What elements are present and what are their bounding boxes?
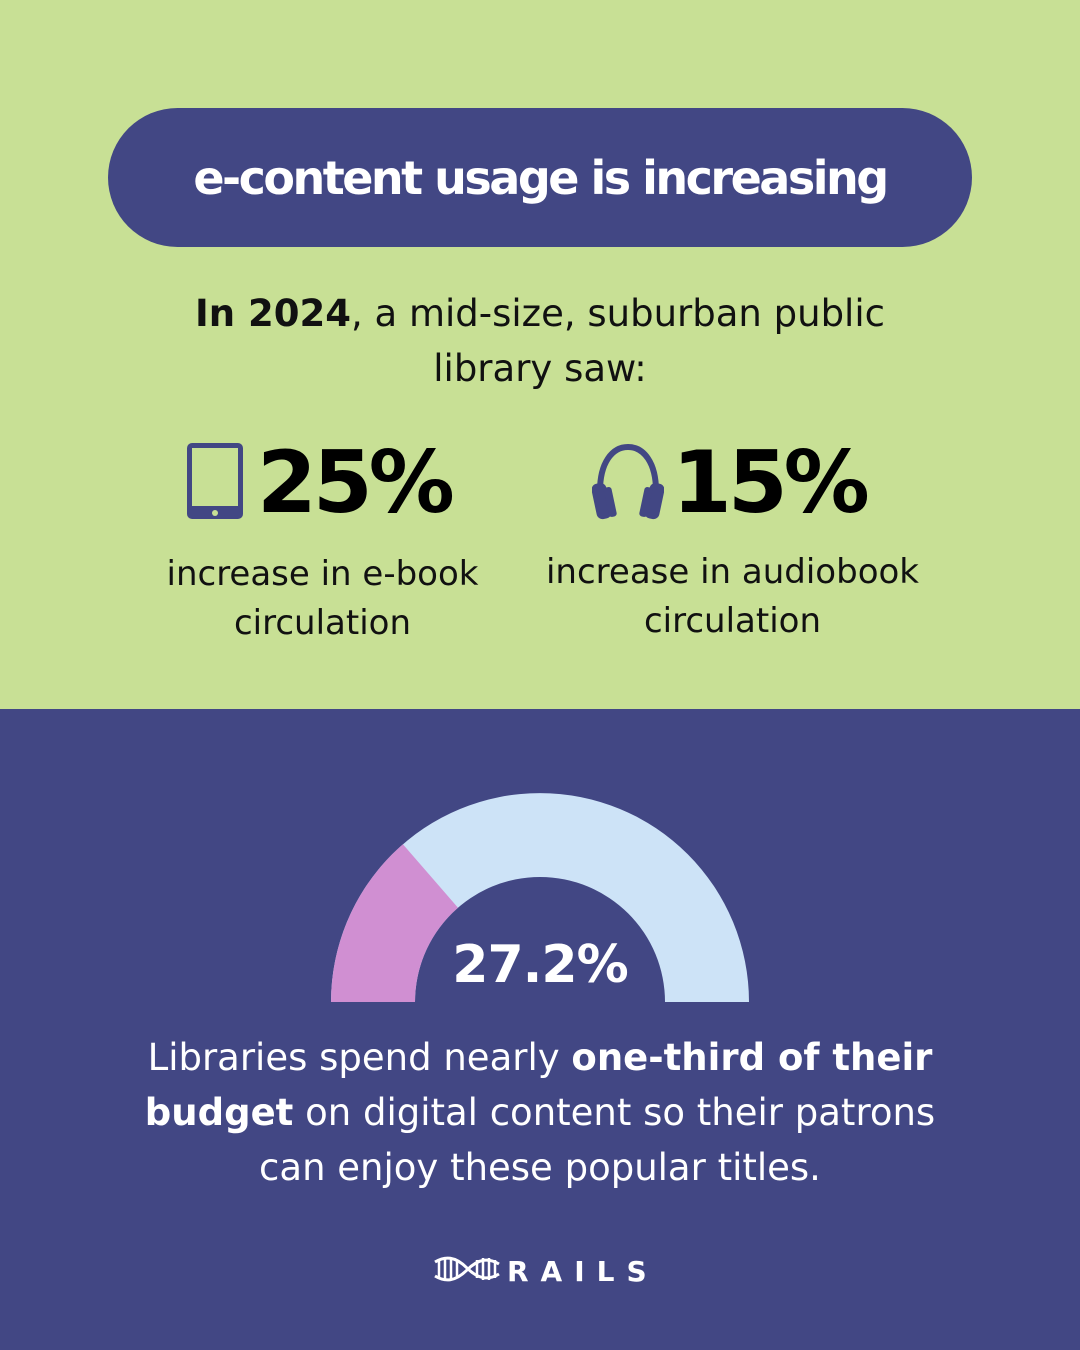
caption-part1: Libraries spend nearly [147,1036,572,1079]
caption-text: Libraries spend nearly one-third of thei… [110,1030,970,1195]
budget-gauge-chart [331,793,749,1002]
caption-bold: one-third of their budget [144,1036,933,1134]
tablet-icon [185,441,245,525]
gauge-remainder-segment [331,793,749,1002]
rails-logo-icon [433,1254,501,1288]
intro-year: In 2024 [195,292,351,335]
stat-ebook: 25% [185,433,455,533]
stat-value-ebook: 25% [257,433,455,533]
rails-logo: RAILS [433,1254,659,1288]
page-title: e-content usage is increasing [193,150,889,205]
intro-text: In 2024, a mid-size, suburban public lib… [140,286,940,396]
title-banner: e-content usage is increasing [108,108,972,247]
intro-rest: , a mid-size, suburban public library sa… [351,292,885,390]
stat-value-audiobook: 15% [672,433,870,533]
gauge-highlight-segment [331,844,458,1002]
headphones-icon [591,441,665,525]
stat-label-ebook: increase in e-book circulation [166,554,479,643]
logo-text: RAILS [507,1254,659,1288]
gauge-value-label: 27.2% [452,935,628,995]
stat-label-audiobook: increase in audiobook circulation [545,552,919,641]
stat-audiobook: 15% [591,433,870,533]
caption-part2: on digital content so their patrons can … [259,1091,936,1189]
